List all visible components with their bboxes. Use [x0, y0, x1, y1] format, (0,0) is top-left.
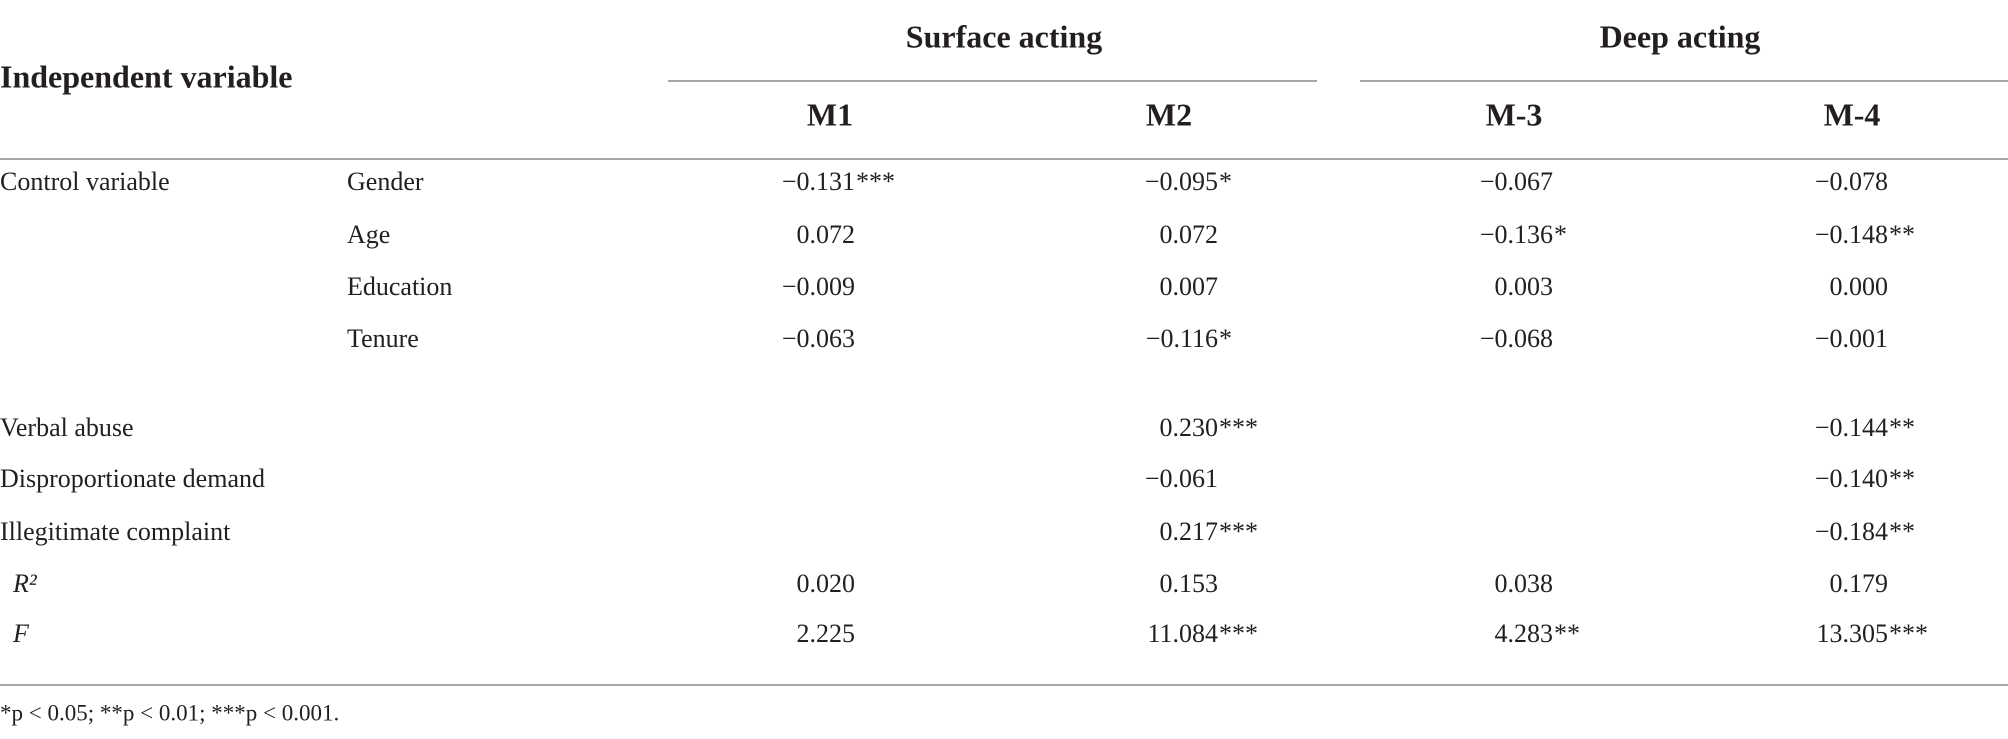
model-header: M2 — [1146, 96, 1192, 132]
cell-value: −0.001 — [1815, 324, 1888, 353]
cell-value: −0.184 — [1815, 517, 1888, 546]
cell-value: −0.140 — [1815, 464, 1888, 493]
row-label: Gender — [347, 167, 424, 196]
cell-value: −0.095 — [1145, 167, 1218, 196]
row-label: Age — [347, 220, 390, 249]
cell-value: 0.217 — [1160, 517, 1219, 546]
group-label: Control variable — [0, 167, 170, 196]
cell-value: 0.072 — [1160, 220, 1219, 249]
model-header: M1 — [807, 96, 853, 132]
cell-value: −0.136 — [1480, 220, 1553, 249]
cell-sig: * — [1219, 324, 1232, 353]
cell-value: −0.061 — [1145, 464, 1218, 493]
model-header: M-4 — [1824, 96, 1881, 132]
cell-value: −0.067 — [1480, 167, 1553, 196]
row-label: Tenure — [347, 324, 419, 353]
model-header: M-3 — [1486, 96, 1543, 132]
footnote: *p < 0.05; **p < 0.01; ***p < 0.001. — [0, 700, 339, 725]
row-label: Verbal abuse — [0, 413, 134, 442]
cell-sig: *** — [1219, 413, 1258, 442]
cell-value: −0.009 — [782, 272, 855, 301]
cell-value: 0.003 — [1495, 272, 1554, 301]
cell-value: 0.000 — [1830, 272, 1889, 301]
cell-value: −0.148 — [1815, 220, 1888, 249]
cell-value: −0.144 — [1815, 413, 1888, 442]
cell-sig: ** — [1889, 413, 1915, 442]
row-label: Disproportionate demand — [0, 464, 265, 493]
cell-value: −0.131 — [782, 167, 855, 196]
cell-sig: *** — [1219, 619, 1258, 648]
cell-sig: *** — [1889, 619, 1928, 648]
cell-value: 4.283 — [1495, 619, 1554, 648]
cell-sig: *** — [856, 167, 895, 196]
cell-sig: * — [1554, 220, 1567, 249]
cell-sig: ** — [1889, 464, 1915, 493]
cell-value: −0.116 — [1146, 324, 1218, 353]
cell-value: 2.225 — [797, 619, 856, 648]
cell-sig: ** — [1889, 220, 1915, 249]
cell-value: 0.007 — [1160, 272, 1219, 301]
header-title: Independent variable — [0, 58, 292, 94]
row-label: Illegitimate complaint — [0, 517, 231, 546]
cell-sig: ** — [1889, 517, 1915, 546]
row-label: R² — [12, 569, 38, 598]
row-label: Education — [347, 272, 452, 301]
cell-value: 0.179 — [1830, 569, 1889, 598]
cell-value: 0.072 — [797, 220, 856, 249]
group-header: Surface acting — [906, 18, 1102, 54]
cell-value: 13.305 — [1817, 619, 1889, 648]
cell-value: 0.038 — [1495, 569, 1554, 598]
cell-value: −0.078 — [1815, 167, 1888, 196]
cell-value: 0.153 — [1160, 569, 1219, 598]
group-header: Deep acting — [1600, 18, 1761, 54]
cell-value: 0.230 — [1160, 413, 1219, 442]
cell-value: 11.084 — [1147, 619, 1218, 648]
cell-value: −0.068 — [1480, 324, 1553, 353]
cell-sig: * — [1219, 167, 1232, 196]
cell-sig: ** — [1554, 619, 1580, 648]
cell-value: −0.063 — [782, 324, 855, 353]
cell-value: 0.020 — [797, 569, 856, 598]
row-label: F — [12, 619, 30, 648]
cell-sig: *** — [1219, 517, 1258, 546]
